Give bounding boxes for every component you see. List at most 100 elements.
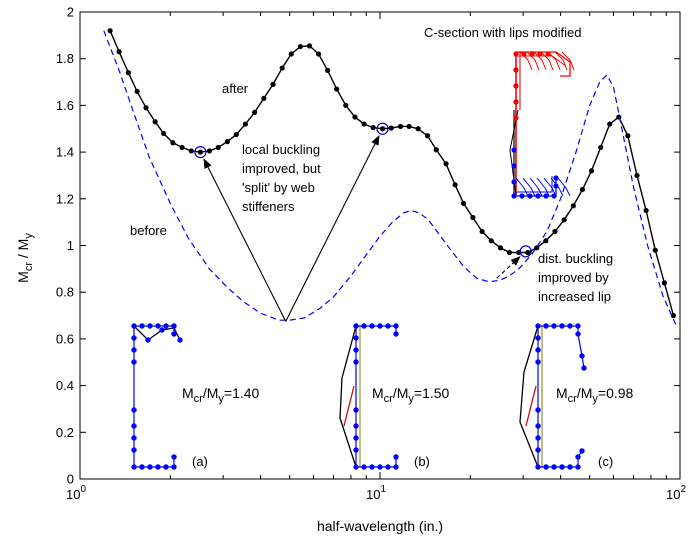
section-node (131, 423, 137, 429)
inset-node-red (513, 115, 519, 121)
data-point-after (415, 126, 421, 132)
section-node (131, 435, 137, 441)
section-node (369, 464, 375, 470)
data-point-after (625, 133, 631, 139)
section-ratio-part: y (592, 393, 598, 405)
inset-node-blue (543, 193, 549, 199)
y-tick-label: 1.4 (56, 145, 74, 160)
section-node (131, 323, 137, 329)
data-point-after (643, 207, 649, 214)
section-ratio-part: M (182, 385, 194, 401)
label-before: before (130, 223, 167, 238)
section-ratio-part: M (581, 385, 593, 401)
x-tick-label: 102 (666, 484, 686, 502)
data-point-after (315, 51, 322, 57)
section-node (559, 323, 565, 329)
data-point-after (543, 238, 549, 244)
data-point-after (242, 121, 249, 127)
section-ratio-part: / (577, 385, 581, 401)
section-node (567, 464, 573, 470)
data-point-after (525, 249, 531, 256)
inset-bottom-hatch (536, 177, 550, 197)
y-tick-label: 0 (67, 472, 74, 487)
y-tick-label: 1.6 (56, 98, 74, 113)
data-point-after (107, 28, 113, 34)
series-layer (103, 28, 677, 326)
data-point-after (406, 123, 412, 130)
section-node (139, 464, 145, 470)
data-point-after (215, 144, 221, 151)
section-node (377, 323, 383, 329)
data-point-after (397, 123, 404, 130)
data-point-after (561, 217, 567, 223)
data-point-after (134, 88, 140, 94)
section-ratio-part: M (556, 385, 568, 401)
section-node (131, 359, 137, 365)
annotation-arrow-2 (285, 135, 380, 322)
data-point-after (161, 130, 167, 137)
section-node (393, 464, 399, 470)
x-tick-label: 101 (366, 484, 386, 502)
data-point-after (552, 228, 558, 235)
section-ratio-part: y (408, 393, 414, 405)
section-node (353, 323, 359, 329)
inset-top-hatch (561, 51, 575, 71)
data-point-after (616, 114, 622, 120)
section-ratio-part: cr (568, 393, 578, 405)
data-point-after (634, 172, 640, 179)
data-point-after (261, 95, 267, 101)
section-node (581, 365, 587, 371)
inset-node-blue (551, 193, 557, 199)
inset-bottom-hatch (557, 177, 571, 197)
data-point-after (343, 102, 349, 108)
inset-node-red (513, 51, 519, 57)
data-point-after (670, 312, 677, 319)
section-ratio-part: =1.50 (414, 385, 450, 401)
section-node (353, 447, 359, 453)
y-tick-label: 1.8 (56, 51, 74, 66)
cross-section-a: Mcr/My=1.40(a) (131, 323, 260, 470)
label-local-buckling-line: local buckling (242, 142, 320, 157)
section-node (393, 323, 399, 329)
section-node (171, 454, 177, 460)
section-node (353, 464, 359, 470)
y-tick-label: 0.4 (56, 378, 74, 393)
label-dist-buckling-line: dist. buckling (538, 251, 613, 266)
data-point-after (224, 138, 231, 145)
section-node (579, 448, 585, 454)
data-point-after (197, 149, 204, 155)
inset-node-red (537, 51, 543, 57)
label-dist-buckling-line: improved by (538, 270, 609, 285)
label-local-buckling-line: stiffeners (242, 199, 295, 214)
inset-node-blue (535, 193, 541, 199)
data-point-after (652, 247, 658, 253)
section-node (171, 323, 177, 329)
inset-bottom-hatch (529, 177, 543, 197)
y-axis-label: Mcr / My (15, 233, 35, 283)
data-point-after (579, 186, 586, 193)
series-line-before (103, 30, 677, 326)
data-point-after (233, 131, 239, 138)
data-point-after (661, 280, 667, 286)
inset-top-flange-inner (516, 55, 567, 67)
data-point-after (206, 148, 213, 154)
data-point-after (598, 144, 604, 151)
y-tick-label: 1 (67, 238, 74, 253)
section-node (551, 464, 557, 470)
inset-node-blue (553, 175, 559, 181)
inset-bottom-flange-inner (514, 176, 553, 193)
data-point-after (433, 147, 439, 153)
section-node (131, 335, 137, 341)
section-node (171, 331, 177, 337)
data-point-after (570, 203, 576, 209)
section-node (131, 447, 137, 453)
inset-node-blue (511, 147, 517, 153)
section-node (575, 464, 581, 470)
label-dist-buckling-line: increased lip (538, 289, 611, 304)
data-point-after (452, 182, 458, 188)
data-point-after (143, 105, 149, 111)
section-node (393, 454, 399, 460)
section-node (147, 323, 153, 329)
